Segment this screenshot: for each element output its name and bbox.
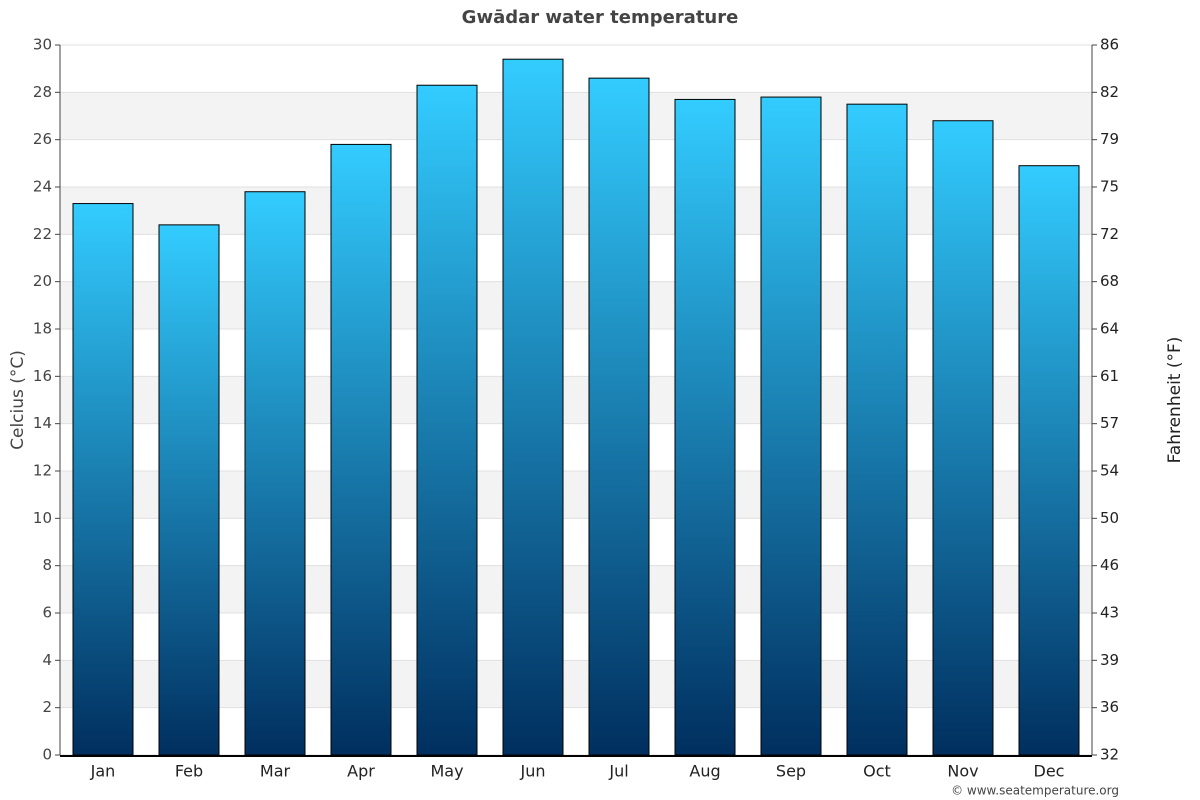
- y-tick-label: 10: [33, 509, 52, 527]
- bar: [72, 203, 134, 756]
- y-tick-label: 6: [42, 604, 52, 622]
- x-tick-label: Jun: [520, 762, 546, 781]
- y2-tick-label: 36: [1100, 698, 1119, 716]
- y-tick-label: 18: [33, 320, 52, 338]
- bar: [158, 224, 220, 756]
- x-tick-label: Oct: [863, 762, 891, 781]
- grid-band: [60, 565, 1092, 613]
- grid-band: [60, 281, 1092, 329]
- y-tick-label: 0: [42, 746, 52, 764]
- bar: [502, 58, 564, 756]
- y-tick-label: 16: [33, 367, 52, 385]
- bar: [1018, 165, 1080, 756]
- bar: [846, 103, 908, 756]
- y-tick-label: 30: [33, 36, 52, 54]
- y-tick-label: 28: [33, 83, 52, 101]
- grid-band: [60, 376, 1092, 424]
- bar: [244, 191, 306, 756]
- x-tick-label: Sep: [776, 762, 806, 781]
- y-tick-label: 24: [33, 178, 52, 196]
- y-tick-label: 4: [42, 651, 52, 669]
- bar: [932, 120, 994, 756]
- grid-band: [60, 471, 1092, 519]
- x-tick-label: Aug: [689, 762, 720, 781]
- x-tick-label: Dec: [1034, 762, 1065, 781]
- y2-tick-label: 46: [1100, 556, 1119, 574]
- x-tick-label: Feb: [175, 762, 203, 781]
- bar: [330, 143, 392, 756]
- y2-tick-label: 61: [1100, 367, 1119, 385]
- x-tick-label: Jan: [90, 762, 116, 781]
- y2-tick-label: 68: [1100, 272, 1119, 290]
- y-tick-label: 22: [33, 225, 52, 243]
- y2-tick-label: 54: [1100, 462, 1119, 480]
- grid-band: [60, 187, 1092, 235]
- y-tick-label: 26: [33, 130, 52, 148]
- x-tick-label: Mar: [260, 762, 291, 781]
- chart-title: Gwādar water temperature: [462, 7, 739, 28]
- y2-tick-label: 57: [1100, 414, 1119, 432]
- y2-tick-label: 75: [1100, 178, 1119, 196]
- x-tick-label: May: [430, 762, 463, 781]
- y-tick-label: 2: [42, 698, 52, 716]
- y2-tick-label: 43: [1100, 604, 1119, 622]
- y2-tick-label: 79: [1100, 130, 1119, 148]
- y2-tick-label: 32: [1100, 746, 1119, 764]
- y-tick-label: 8: [42, 556, 52, 574]
- y-tick-label: 12: [33, 462, 52, 480]
- y2-tick-label: 39: [1100, 651, 1119, 669]
- y2-tick-label: 50: [1100, 509, 1119, 527]
- y2-tick-label: 86: [1100, 36, 1119, 54]
- grid-band: [60, 660, 1092, 708]
- bar: [674, 98, 736, 756]
- background-bands: [60, 92, 1092, 708]
- y-axis-title: Celcius (°C): [8, 350, 28, 450]
- credit: © www.seatemperature.org: [951, 784, 1119, 798]
- x-tick-label: Jul: [608, 762, 628, 781]
- y-tick-label: 20: [33, 272, 52, 290]
- x-tick-label: Apr: [347, 762, 375, 781]
- y2-tick-label: 64: [1100, 320, 1119, 338]
- grid-band: [60, 92, 1092, 140]
- y2-axis-title: Fahrenheit (°F): [1165, 337, 1185, 464]
- bar: [416, 84, 478, 756]
- y2-tick-label: 82: [1100, 83, 1119, 101]
- x-tick-label: Nov: [947, 762, 978, 781]
- y2-tick-label: 72: [1100, 225, 1119, 243]
- bar: [588, 77, 650, 756]
- bar: [760, 96, 822, 756]
- y-tick-label: 14: [33, 414, 52, 432]
